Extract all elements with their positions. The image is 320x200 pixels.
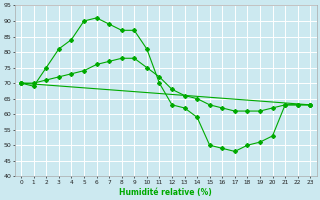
X-axis label: Humidité relative (%): Humidité relative (%) [119,188,212,197]
